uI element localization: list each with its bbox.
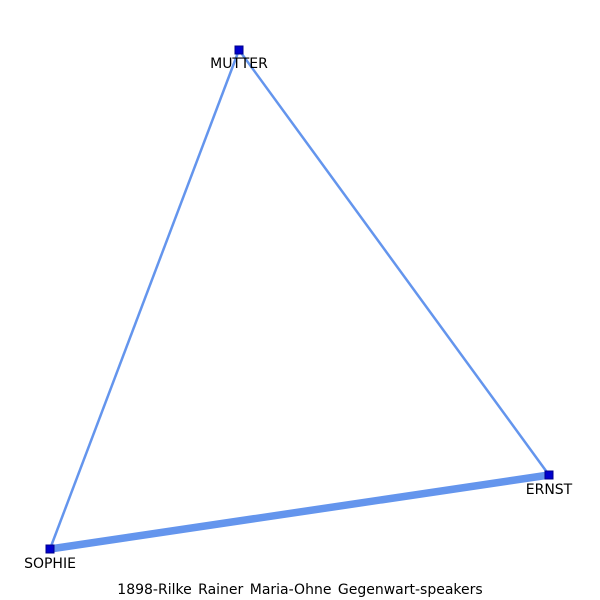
node-label-sophie: SOPHIE: [24, 556, 76, 572]
node-ernst: [544, 470, 554, 480]
edge-mutter-sophie: [48, 49, 241, 550]
nodes-layer: [45, 45, 554, 554]
node-mutter: [234, 45, 244, 55]
node-label-ernst: ERNST: [526, 482, 573, 498]
graph-caption: 1898-Rilke Rainer Maria-Ohne Gegenwart-s…: [117, 582, 483, 598]
node-sophie: [45, 544, 55, 554]
edges-layer: [48, 49, 551, 553]
labels-layer: MUTTER ERNST SOPHIE: [24, 56, 573, 572]
edge-mutter-ernst: [237, 49, 551, 476]
node-label-mutter: MUTTER: [210, 56, 268, 72]
edge-ernst-sophie: [49, 471, 550, 553]
